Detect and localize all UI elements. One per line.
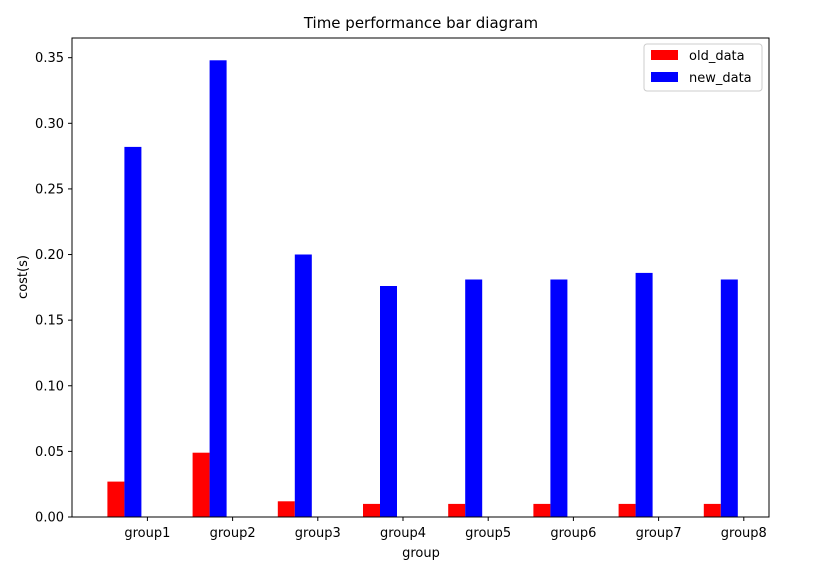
x-tick-label: group1	[124, 526, 170, 541]
bar-new-data-group8	[720, 279, 738, 517]
bar-new-data-group5	[465, 279, 483, 517]
bar-new-data-group4	[380, 286, 397, 517]
x-tick-label: group2	[210, 526, 256, 541]
legend-label-old-data: old_data	[689, 49, 745, 64]
bar-old-data-group4	[363, 503, 380, 517]
bar-old-data-group8	[703, 503, 721, 517]
bar-new-data-group3	[294, 254, 312, 517]
bars-group	[107, 60, 738, 518]
bar-old-data-group3	[277, 501, 295, 517]
y-tick-label: 0.25	[35, 182, 64, 197]
x-tick-label: group7	[636, 526, 682, 541]
x-tick-label: group6	[550, 526, 596, 541]
plot-area-frame	[71, 37, 770, 518]
x-axis-ticks: group1 group2 group3 group4 group5 group6 grou…	[124, 517, 767, 541]
y-tick-label: 0.15	[35, 314, 64, 329]
y-axis-ticks: 0.00 0.05 0.10 0.15 0.20 0.25 0.30 0.35	[35, 51, 72, 526]
bar-old-data-group2	[192, 452, 210, 517]
x-tick-label: group5	[465, 526, 511, 541]
y-tick-label: 0.30	[35, 117, 64, 132]
bar-old-data-group5	[448, 503, 466, 517]
legend-swatch-new-data	[651, 72, 678, 82]
y-tick-label: 0.35	[35, 51, 64, 66]
y-axis-label: cost(s)	[16, 255, 31, 299]
bar-new-data-group1	[124, 146, 142, 517]
bar-new-data-group2	[209, 60, 227, 518]
bar-old-data-group1	[107, 481, 125, 517]
chart-title: Time performance bar diagram	[303, 14, 538, 32]
x-tick-label: group4	[380, 526, 426, 541]
y-tick-label: 0.00	[35, 511, 64, 526]
y-tick-label: 0.20	[35, 248, 64, 263]
legend-swatch-old-data	[651, 50, 678, 60]
legend: old_data new_data	[643, 43, 763, 92]
bar-new-data-group7	[635, 272, 653, 517]
x-tick-label: group8	[721, 526, 767, 541]
x-tick-label: group3	[295, 526, 341, 541]
bar-old-data-group7	[618, 503, 636, 517]
y-tick-label: 0.10	[35, 379, 64, 394]
legend-label-new-data: new_data	[689, 71, 752, 86]
x-axis-label: group	[402, 546, 440, 561]
y-tick-label: 0.05	[35, 445, 64, 460]
bar-old-data-group6	[533, 503, 551, 517]
bar-new-data-group6	[550, 279, 568, 517]
